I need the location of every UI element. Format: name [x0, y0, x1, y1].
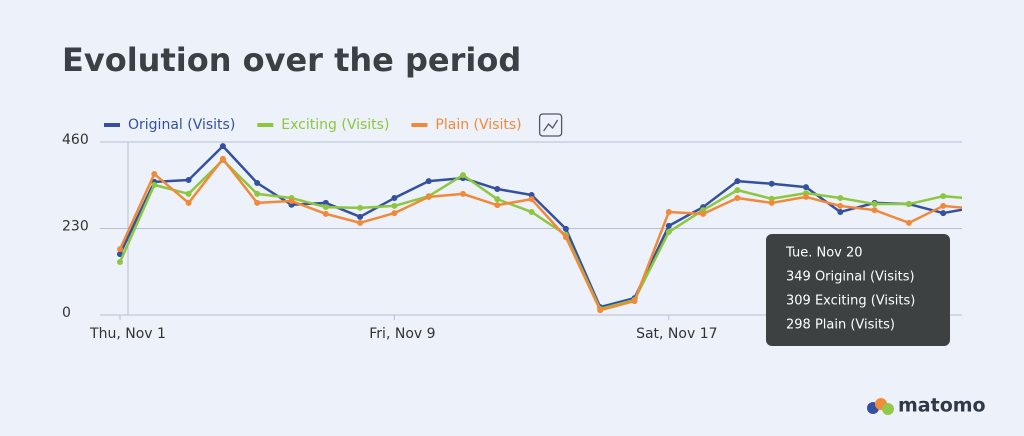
data-point — [219, 143, 226, 150]
data-point — [391, 202, 398, 209]
data-point — [460, 172, 466, 179]
tooltip-box — [766, 234, 950, 346]
data-point — [254, 179, 261, 186]
data-point — [597, 307, 604, 314]
data-point — [219, 155, 226, 162]
data-point — [322, 204, 329, 211]
data-point — [631, 298, 638, 305]
data-point — [837, 208, 844, 215]
data-point — [768, 199, 775, 206]
data-point — [425, 178, 432, 185]
chart-type-icon[interactable] — [538, 113, 563, 137]
data-point — [185, 176, 192, 183]
tooltip-line: 309 Exciting (Visits) — [786, 294, 915, 309]
data-point — [562, 234, 569, 241]
data-point — [528, 208, 535, 215]
data-point — [665, 222, 672, 229]
data-point — [768, 195, 775, 202]
data-point — [254, 190, 261, 197]
data-point — [322, 199, 329, 206]
x-tick-label: Thu, Nov 1 — [89, 326, 166, 342]
data-point — [151, 170, 158, 177]
data-point — [803, 184, 809, 191]
data-point — [288, 198, 295, 205]
data-point — [700, 210, 707, 217]
y-tick-label: 0 — [62, 305, 71, 321]
data-point — [734, 195, 741, 202]
data-point — [528, 196, 535, 203]
data-point — [940, 210, 947, 217]
chart-title: Evolution over the period — [62, 41, 521, 79]
y-tick-label: 230 — [62, 219, 89, 235]
data-point — [117, 258, 123, 265]
data-point — [494, 196, 501, 203]
icon-frame — [538, 113, 563, 137]
tooltip: Tue. Nov 20 349 Original (Visits) 309 Ex… — [766, 234, 950, 346]
data-point — [425, 193, 432, 200]
data-point — [494, 202, 501, 209]
series-line — [118, 158, 962, 311]
data-point — [837, 202, 844, 209]
data-point — [837, 195, 844, 202]
x-tick-label: Sat, Nov 17 — [636, 326, 717, 342]
data-point — [665, 228, 672, 235]
data-point — [391, 195, 398, 202]
tooltip-title: Tue. Nov 20 — [785, 246, 863, 261]
data-point — [357, 204, 364, 211]
x-tick-label: Fri, Nov 9 — [369, 326, 435, 342]
data-point — [905, 201, 912, 208]
data-point — [905, 219, 912, 226]
data-point — [871, 201, 878, 208]
data-point — [665, 208, 672, 215]
data-point — [117, 246, 123, 253]
series-line — [118, 144, 962, 309]
brand-logo: matomo — [867, 395, 986, 417]
legend-label: Original (Visits) — [128, 117, 235, 133]
data-point — [975, 204, 981, 210]
data-point — [871, 207, 878, 214]
legend-label: Exciting (Visits) — [281, 117, 389, 133]
data-point — [357, 213, 364, 220]
data-point — [975, 206, 981, 212]
data-point — [734, 187, 741, 194]
series-line — [118, 157, 962, 312]
data-point — [254, 199, 261, 206]
legend: Original (Visits) Exciting (Visits) Plain … — [104, 113, 563, 137]
plot — [117, 143, 981, 314]
data-point — [734, 178, 741, 185]
icon-glyph — [543, 119, 559, 132]
data-point — [494, 186, 501, 193]
tooltip-line: 298 Plain (Visits) — [786, 318, 895, 333]
grid: 0 230 460 Thu, Nov 1 Fri, Nov 9 Sat, Nov 17 — [62, 132, 962, 342]
data-point — [528, 192, 535, 199]
y-tick-label: 460 — [62, 132, 89, 148]
data-point — [940, 193, 947, 200]
data-point — [460, 190, 466, 197]
data-point — [322, 210, 329, 217]
data-point — [562, 225, 569, 232]
legend-label: Plain (Visits) — [435, 117, 521, 133]
data-point — [185, 199, 192, 206]
data-point — [803, 193, 809, 200]
data-point — [940, 202, 947, 209]
data-point — [151, 181, 158, 188]
tooltip-line: 349 Original (Visits) — [786, 270, 915, 285]
brand-name: matomo — [898, 395, 986, 417]
data-point — [768, 180, 775, 187]
data-point — [185, 190, 192, 197]
data-point — [975, 196, 981, 202]
data-point — [357, 219, 364, 226]
data-point — [391, 210, 398, 217]
